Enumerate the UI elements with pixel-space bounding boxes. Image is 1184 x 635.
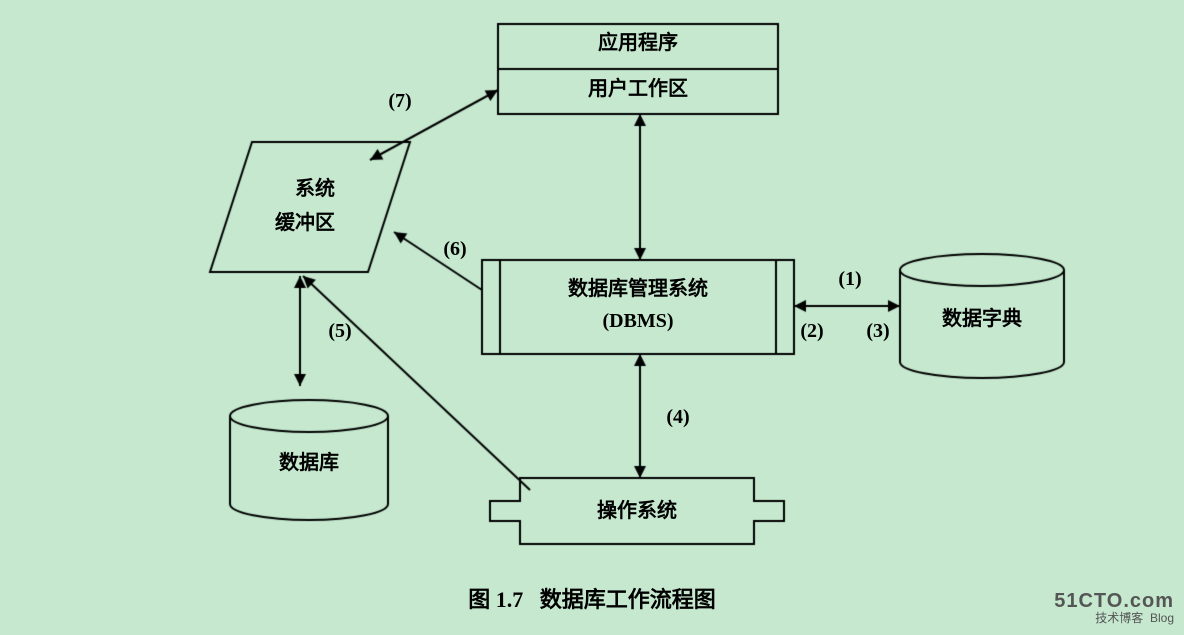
watermark-line1: 51CTO.com [1054,590,1174,612]
edge-label-4: (4) [658,404,698,430]
edge-label-3: (3) [858,318,898,344]
node-dict-label: 数据字典 [900,306,1064,332]
edge-label-5: (5) [320,318,360,344]
node-buffer-line2: 缓冲区 [215,210,395,236]
node-os-label: 操作系统 [520,498,754,524]
edge-label-7: (7) [380,88,420,114]
node-dbms-line2: (DBMS) [482,308,794,334]
watermark-line2-3: 技术博客 Blog [1054,612,1174,625]
node-app-bottom-label: 用户工作区 [498,76,778,102]
edge-label-6: (6) [435,236,475,262]
edge-label-2: (2) [792,318,832,344]
edge-label-1: (1) [830,266,870,292]
node-db-label: 数据库 [230,450,388,476]
caption: 图 1.7 数据库工作流程图 [0,586,1184,615]
watermark: 51CTO.com 技术博客 Blog [1054,590,1174,625]
node-dbms-line1: 数据库管理系统 [482,276,794,302]
node-app-top-label: 应用程序 [498,30,778,56]
node-buffer-line1: 系统 [225,176,405,202]
